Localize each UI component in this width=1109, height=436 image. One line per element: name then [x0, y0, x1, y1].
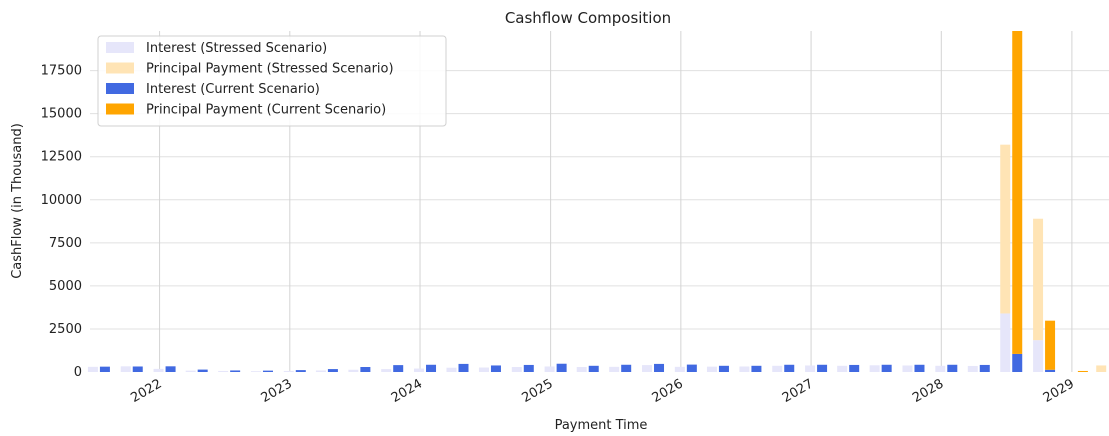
- legend-label: Interest (Current Scenario): [146, 82, 320, 97]
- legend-swatch: [106, 42, 134, 53]
- y-axis-label: CashFlow (in Thousand): [10, 123, 25, 279]
- y-tick-label: 12500: [41, 150, 82, 165]
- current-interest-bar: [393, 365, 404, 372]
- current-interest-bar: [1012, 353, 1023, 372]
- current-interest-bar: [132, 366, 143, 372]
- stressed-interest-bar: [739, 366, 750, 372]
- current-interest-bar: [914, 364, 925, 372]
- current-interest-bar: [99, 366, 110, 372]
- current-interest-bar: [686, 364, 697, 372]
- legend-label: Principal Payment (Current Scenario): [146, 103, 386, 118]
- stressed-interest-bar: [283, 370, 294, 372]
- current-interest-bar: [458, 363, 469, 372]
- legend-label: Principal Payment (Stressed Scenario): [146, 62, 394, 77]
- legend: Interest (Stressed Scenario) Principal Pa…: [97, 35, 447, 127]
- stressed-interest-bar: [772, 365, 783, 372]
- y-axis-ticks: 0 2500 5000 7500 10000 12500 15000 17500: [41, 64, 82, 380]
- stressed-interest-bar: [315, 370, 326, 372]
- y-tick-label: 17500: [41, 64, 82, 79]
- stressed-interest-bar: [609, 366, 620, 372]
- x-tick-label: 2027: [780, 376, 816, 406]
- stressed-interest-bar: [837, 365, 848, 372]
- legend-swatch: [106, 83, 134, 94]
- stressed-interest-bar: [348, 369, 359, 372]
- stressed-interest-bar: [120, 366, 131, 372]
- y-tick-label: 2500: [49, 322, 82, 337]
- current-interest-bar: [621, 364, 632, 372]
- current-interest-bar: [295, 370, 306, 372]
- stressed-interest-bar: [902, 365, 913, 372]
- x-tick-label: 2026: [650, 376, 686, 406]
- stressed-interest-bar: [478, 367, 489, 372]
- stressed-interest-bar: [967, 365, 978, 372]
- current-interest-bar: [230, 370, 241, 372]
- stressed-interest-bar: [576, 367, 587, 372]
- current-interest-bar: [523, 364, 534, 372]
- stressed-interest-bar: [805, 365, 816, 372]
- current-principal-bar: [1012, 31, 1023, 354]
- current-interest-bar: [654, 363, 665, 372]
- stressed-principal-bar: [1096, 365, 1107, 372]
- x-tick-label: 2029: [1041, 376, 1077, 406]
- stressed-principal-bar: [1033, 218, 1044, 341]
- stressed-interest-bar: [642, 365, 653, 372]
- current-principal-bar: [1077, 370, 1088, 372]
- current-interest-bar: [784, 364, 795, 372]
- current-interest-bar: [947, 364, 958, 372]
- y-tick-label: 10000: [41, 193, 82, 208]
- legend-label: Interest (Stressed Scenario): [146, 41, 327, 56]
- x-axis-label: Payment Time: [555, 418, 648, 433]
- current-interest-bar: [556, 363, 567, 372]
- current-interest-bar: [588, 365, 599, 372]
- y-tick-label: 7500: [49, 236, 82, 251]
- stressed-interest-bar: [706, 366, 717, 372]
- bars: [87, 31, 1107, 372]
- x-tick-label: 2023: [259, 376, 295, 406]
- stressed-interest-bar: [185, 370, 196, 372]
- y-tick-label: 0: [74, 365, 82, 380]
- stressed-interest-bar: [1000, 313, 1011, 372]
- stressed-interest-bar: [869, 365, 880, 372]
- stressed-principal-bar: [1000, 144, 1011, 314]
- stressed-interest-bar: [250, 371, 261, 372]
- current-interest-bar: [262, 370, 273, 372]
- stressed-interest-bar: [414, 368, 425, 372]
- stressed-interest-bar: [381, 369, 392, 372]
- chart-title: Cashflow Composition: [505, 9, 671, 27]
- stressed-interest-bar: [153, 368, 164, 372]
- stressed-interest-bar: [935, 365, 946, 372]
- stressed-interest-bar: [87, 366, 98, 372]
- current-interest-bar: [849, 364, 860, 372]
- stressed-interest-bar: [446, 367, 457, 372]
- current-interest-bar: [881, 364, 892, 372]
- stressed-interest-bar: [218, 370, 229, 372]
- legend-box: [97, 35, 447, 127]
- current-interest-bar: [165, 366, 176, 372]
- current-principal-bar: [1045, 320, 1056, 370]
- stressed-interest-bar: [544, 366, 555, 372]
- x-tick-label: 2025: [519, 376, 555, 406]
- legend-swatch: [106, 62, 134, 74]
- stressed-interest-bar: [674, 366, 685, 372]
- current-interest-bar: [197, 369, 208, 372]
- current-interest-bar: [490, 365, 501, 372]
- current-interest-bar: [817, 364, 828, 372]
- current-interest-bar: [360, 367, 371, 372]
- current-interest-bar: [718, 365, 729, 372]
- y-tick-label: 5000: [49, 279, 82, 294]
- current-interest-bar: [979, 364, 990, 372]
- x-axis-ticks: 2022 2023 2024 2025 2026 2027 2028 2029: [128, 376, 1076, 406]
- x-tick-label: 2024: [389, 376, 425, 406]
- current-interest-bar: [426, 364, 437, 372]
- y-tick-label: 15000: [41, 107, 82, 122]
- stressed-interest-bar: [511, 367, 522, 372]
- x-tick-label: 2028: [910, 376, 946, 406]
- x-tick-label: 2022: [128, 376, 164, 406]
- current-interest-bar: [1045, 369, 1056, 372]
- current-interest-bar: [751, 365, 762, 372]
- legend-swatch: [106, 103, 134, 115]
- stressed-interest-bar: [1033, 340, 1044, 372]
- current-interest-bar: [327, 369, 338, 372]
